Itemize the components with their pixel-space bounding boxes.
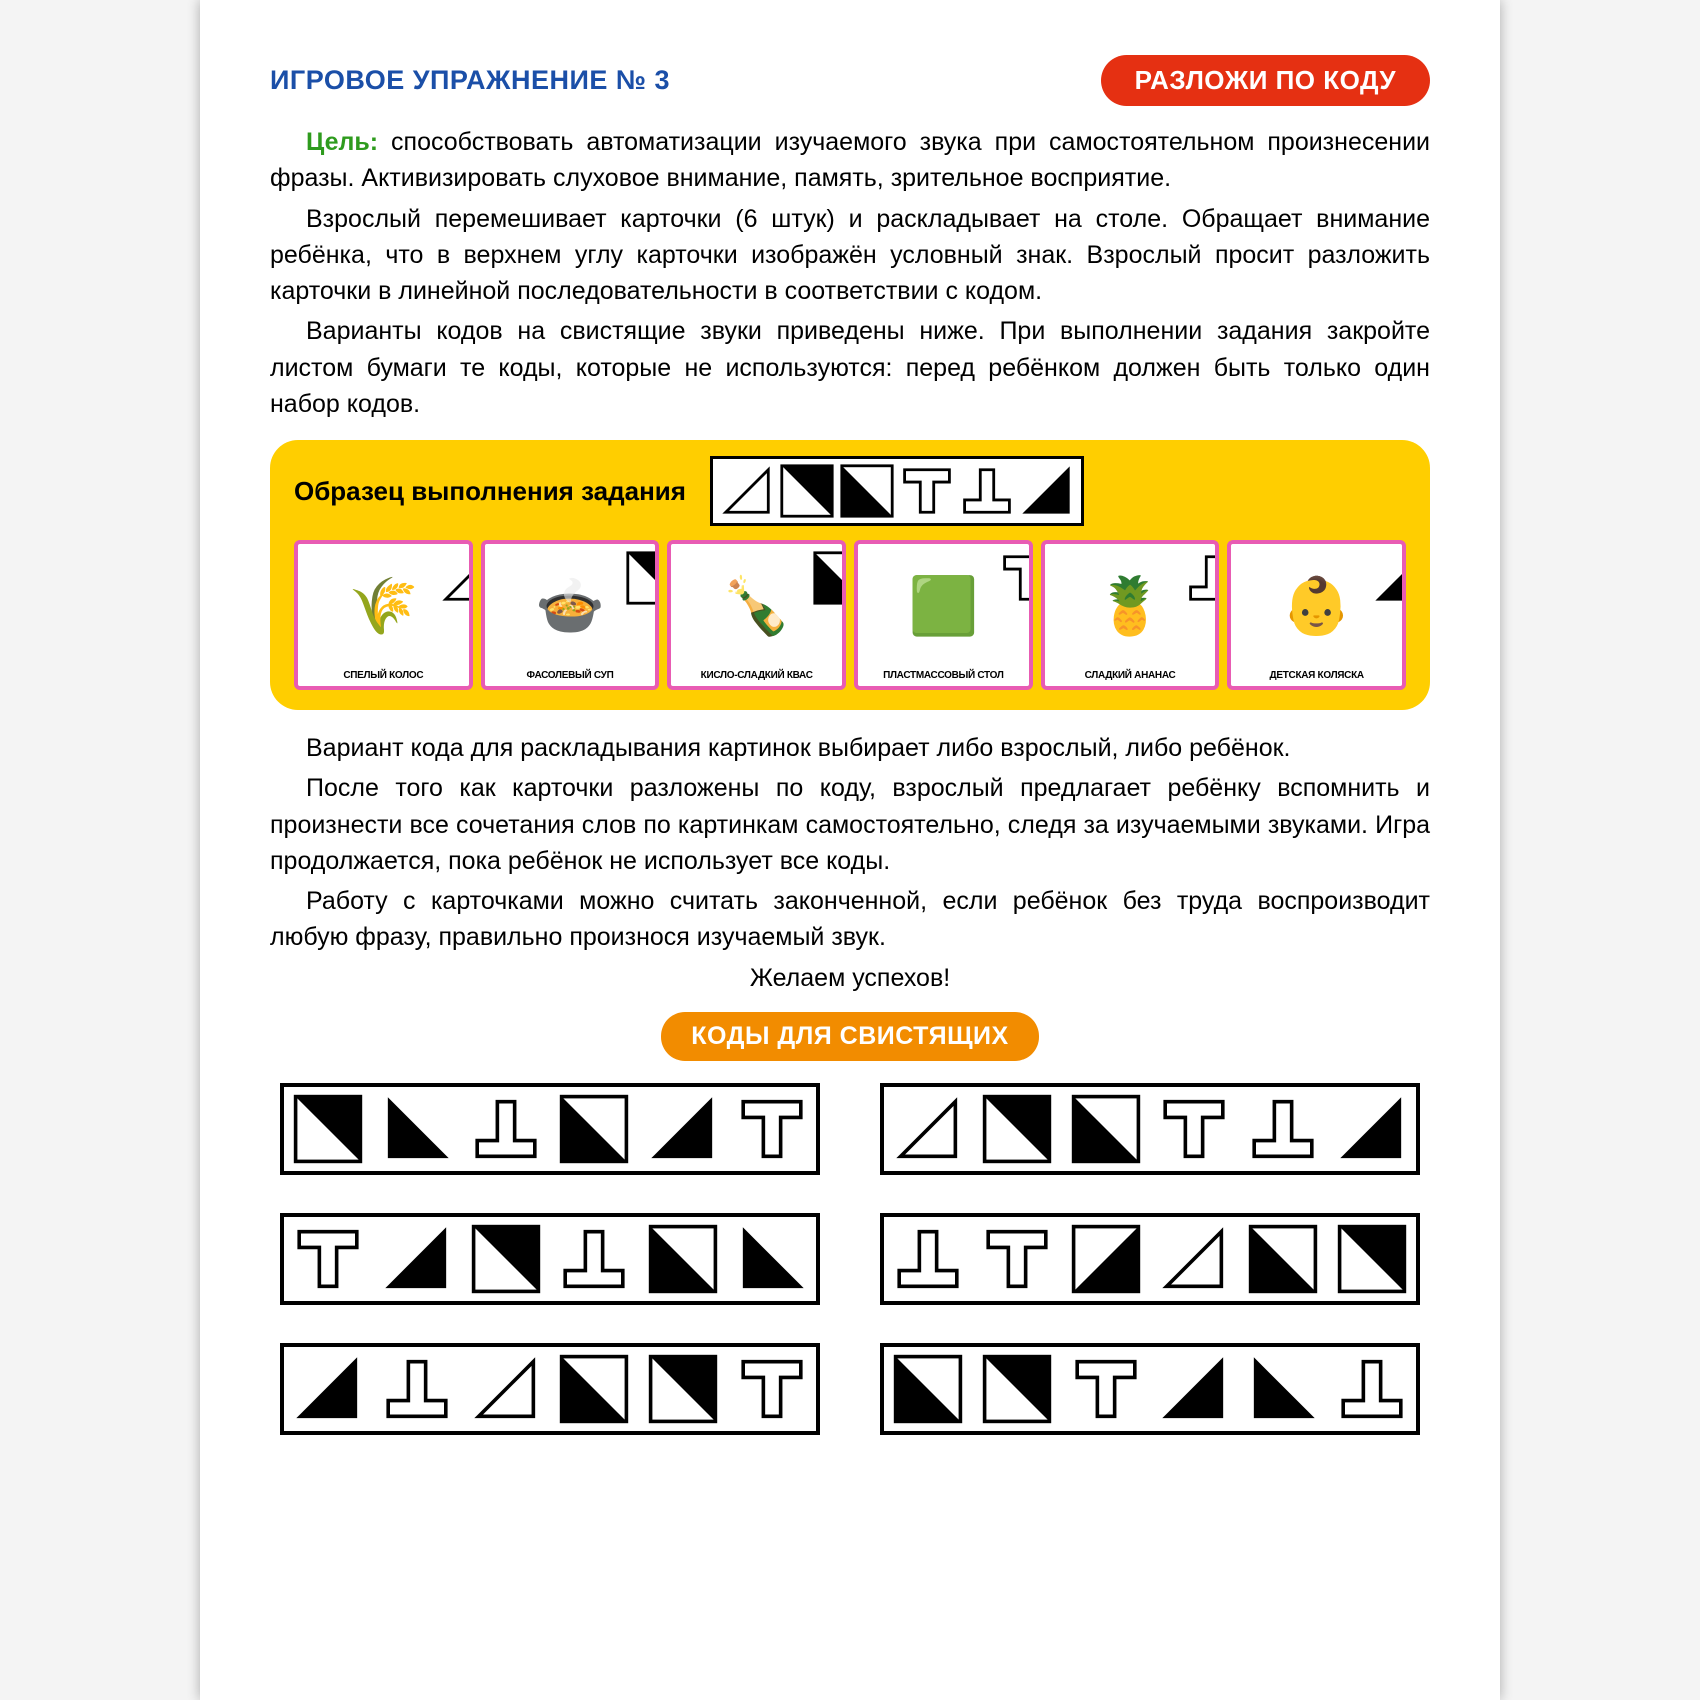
sample-title: Образец выполнения задания [294,476,686,507]
symbol-sq-diag-tr-icon [470,1223,542,1295]
symbol-tri-br-outline-icon [892,1093,964,1165]
page: ИГРОВОЕ УПРАЖНЕНИЕ № 3 РАЗЛОЖИ ПО КОДУ Ц… [200,0,1500,1700]
sample-panel: Образец выполнения задания 🌾 СПЕЛЫЙ КОЛО… [270,440,1430,710]
symbol-sq-diag-tr-icon [625,550,659,606]
goal-text: способствовать автоматизации изучаемого … [270,128,1430,192]
symbol-sq-diag-bl-icon [647,1223,719,1295]
card-caption: СЛАДКИЙ АНАНАС [1045,667,1216,686]
symbol-tri-bl-filled-icon [736,1223,808,1295]
card-caption: ДЕТСКАЯ КОЛЯСКА [1231,667,1402,686]
symbol-T-outline-icon [1070,1353,1142,1425]
symbol-T-inv-outline-icon [1336,1353,1408,1425]
symbol-sq-diag-bl-icon [892,1353,964,1425]
sample-card: 🌾 СПЕЛЫЙ КОЛОС [294,540,473,690]
symbol-sq-diag-half-icon [1070,1223,1142,1295]
card-caption: ФАСОЛЕВЫЙ СУП [485,667,656,686]
cards-row: 🌾 СПЕЛЫЙ КОЛОС 🍲 ФАСОЛЕВЫЙ СУП 🍾 КИСЛО-С… [294,540,1406,690]
symbol-tri-br-outline-icon [1158,1223,1230,1295]
symbol-tri-bl-filled-icon [381,1093,453,1165]
body-paragraph: Вариант кода для раскладывания картинок … [270,730,1430,766]
symbol-sq-diag-tr-icon [779,463,835,519]
code-strip [880,1213,1420,1305]
code-strip [280,1083,820,1175]
symbol-sq-diag-bl-icon [839,463,895,519]
symbol-T-inv-outline-icon [381,1353,453,1425]
symbol-sq-diag-tr-icon [292,1093,364,1165]
symbol-T-inv-outline-icon [558,1223,630,1295]
body-paragraph: Работу с карточками можно считать законч… [270,883,1430,956]
code-strip [880,1343,1420,1435]
symbol-tri-br-filled-icon [647,1093,719,1165]
symbol-tri-br-outline-icon [719,463,775,519]
symbol-T-inv-outline-icon [1247,1093,1319,1165]
body-paragraph: После того как карточки разложены по код… [270,770,1430,879]
exercise-badge: РАЗЛОЖИ ПО КОДУ [1101,55,1430,106]
intro-paragraph: Взрослый перемешивает карточки (6 штук) … [270,201,1430,310]
symbol-tri-br-filled-icon [1336,1093,1408,1165]
sample-card: 🍍 СЛАДКИЙ АНАНАС [1041,540,1220,690]
symbol-sq-diag-tr-icon [1336,1223,1408,1295]
symbol-tri-br-filled-icon [292,1353,364,1425]
codes-section-title: КОДЫ ДЛЯ СВИСТЯЩИХ [661,1012,1038,1061]
symbol-T-outline-icon [999,550,1033,606]
symbol-sq-diag-tr-icon [981,1353,1053,1425]
symbol-T-inv-outline-icon [470,1093,542,1165]
symbol-T-outline-icon [899,463,955,519]
symbol-T-outline-icon [292,1223,364,1295]
symbol-T-outline-icon [736,1093,808,1165]
symbol-sq-diag-bl-icon [812,550,846,606]
symbol-tri-br-filled-icon [1019,463,1075,519]
symbol-sq-diag-bl-icon [558,1353,630,1425]
sample-card: 🍲 ФАСОЛЕВЫЙ СУП [481,540,660,690]
symbol-tri-br-outline-icon [470,1353,542,1425]
symbol-sq-diag-bl-icon [1247,1223,1319,1295]
code-strip [880,1083,1420,1175]
symbol-tri-bl-filled-icon [1247,1353,1319,1425]
sample-card: 👶 ДЕТСКАЯ КОЛЯСКА [1227,540,1406,690]
exercise-title: ИГРОВОЕ УПРАЖНЕНИЕ № 3 [270,65,670,96]
symbol-T-inv-outline-icon [892,1223,964,1295]
wish-text: Желаем успехов! [270,960,1430,996]
card-caption: ПЛАСТМАССОВЫЙ СТОЛ [858,667,1029,686]
symbol-T-inv-outline-icon [1185,550,1219,606]
sample-card: 🟩 ПЛАСТМАССОВЫЙ СТОЛ [854,540,1033,690]
symbol-T-outline-icon [1158,1093,1230,1165]
intro-text: Цель: способствовать автоматизации изуча… [270,124,1430,422]
intro-paragraph: Варианты кодов на свистящие звуки привед… [270,313,1430,422]
symbol-sq-diag-tr-icon [647,1353,719,1425]
card-caption: КИСЛО-СЛАДКИЙ КВАС [671,667,842,686]
symbol-T-outline-icon [981,1223,1053,1295]
code-strip [280,1213,820,1305]
symbol-sq-diag-bl-icon [558,1093,630,1165]
symbol-T-outline-icon [736,1353,808,1425]
code-strip [280,1343,820,1435]
sample-card: 🍾 КИСЛО-СЛАДКИЙ КВАС [667,540,846,690]
mid-text: Вариант кода для раскладывания картинок … [270,730,1430,996]
symbol-tri-br-filled-icon [381,1223,453,1295]
header: ИГРОВОЕ УПРАЖНЕНИЕ № 3 РАЗЛОЖИ ПО КОДУ [270,55,1430,106]
symbol-tri-br-filled-icon [1372,550,1406,606]
goal-label: Цель: [306,128,378,156]
card-caption: СПЕЛЫЙ КОЛОС [298,667,469,686]
symbol-T-inv-outline-icon [959,463,1015,519]
goal-paragraph: Цель: способствовать автоматизации изуча… [270,124,1430,197]
codes-grid [270,1083,1430,1435]
symbol-tri-br-outline-icon [439,550,473,606]
sample-code-strip [710,456,1084,526]
symbol-sq-diag-tr-icon [981,1093,1053,1165]
symbol-sq-diag-bl-icon [1070,1093,1142,1165]
symbol-tri-br-filled-icon [1158,1353,1230,1425]
